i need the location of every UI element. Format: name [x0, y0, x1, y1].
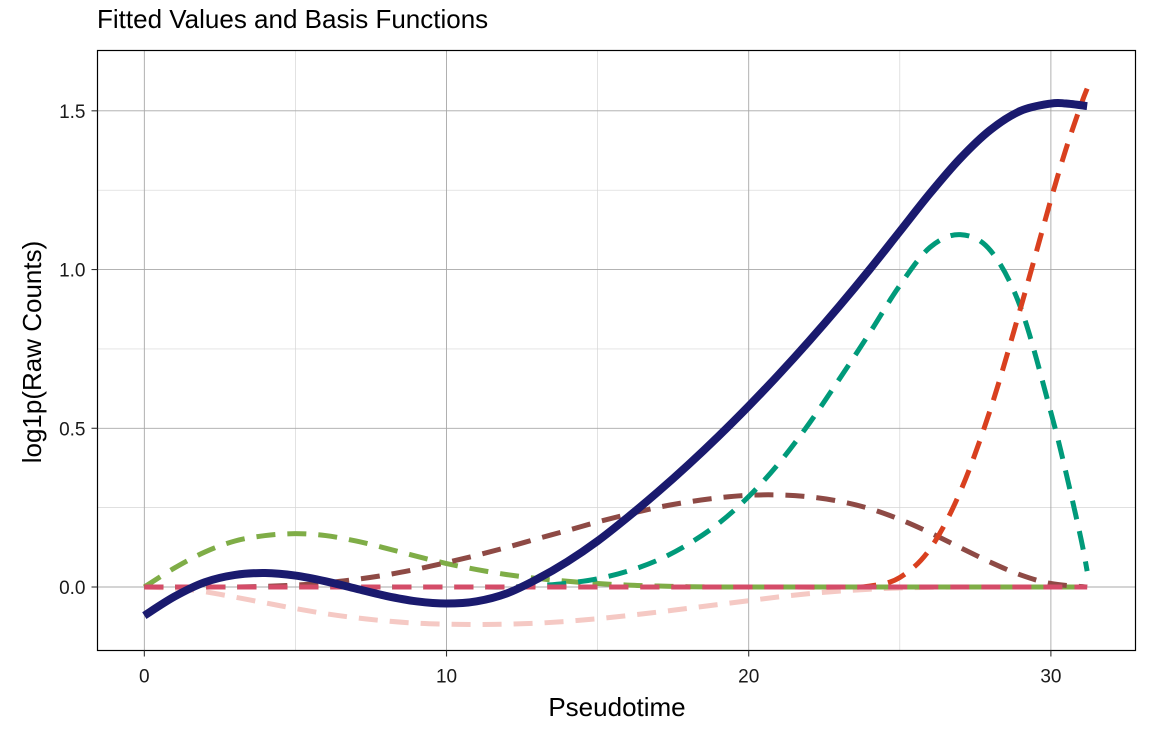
y-tick-label: 1.0 [59, 261, 85, 282]
basis-function-line-5 [144, 87, 1090, 590]
chart-title: Fitted Values and Basis Functions [97, 4, 488, 34]
basis-function-line-1 [144, 584, 1088, 627]
basis-function-line-3 [144, 492, 1088, 590]
basis-function-line-4 [144, 232, 1090, 590]
x-tick-label: 0 [139, 667, 150, 688]
x-tick-label: 10 [436, 667, 457, 688]
y-tick-label: 1.5 [59, 102, 85, 123]
x-tick-label: 30 [1040, 667, 1061, 688]
data-series [142, 87, 1090, 627]
x-tick-label: 20 [738, 667, 759, 688]
y-tick-label: 0.0 [59, 578, 85, 599]
y-tick-label: 0.5 [59, 419, 85, 440]
y-axis-title: log1p(Raw Counts) [17, 241, 47, 464]
fitted-values-line [142, 98, 1088, 619]
basis-function-line-2 [143, 531, 1088, 590]
x-axis-title: Pseudotime [548, 692, 685, 722]
plot-panel-border [96, 49, 1137, 652]
axis-ticks: 0 10 20 30 0.0 0.5 1.0 1.5 [59, 102, 1061, 688]
